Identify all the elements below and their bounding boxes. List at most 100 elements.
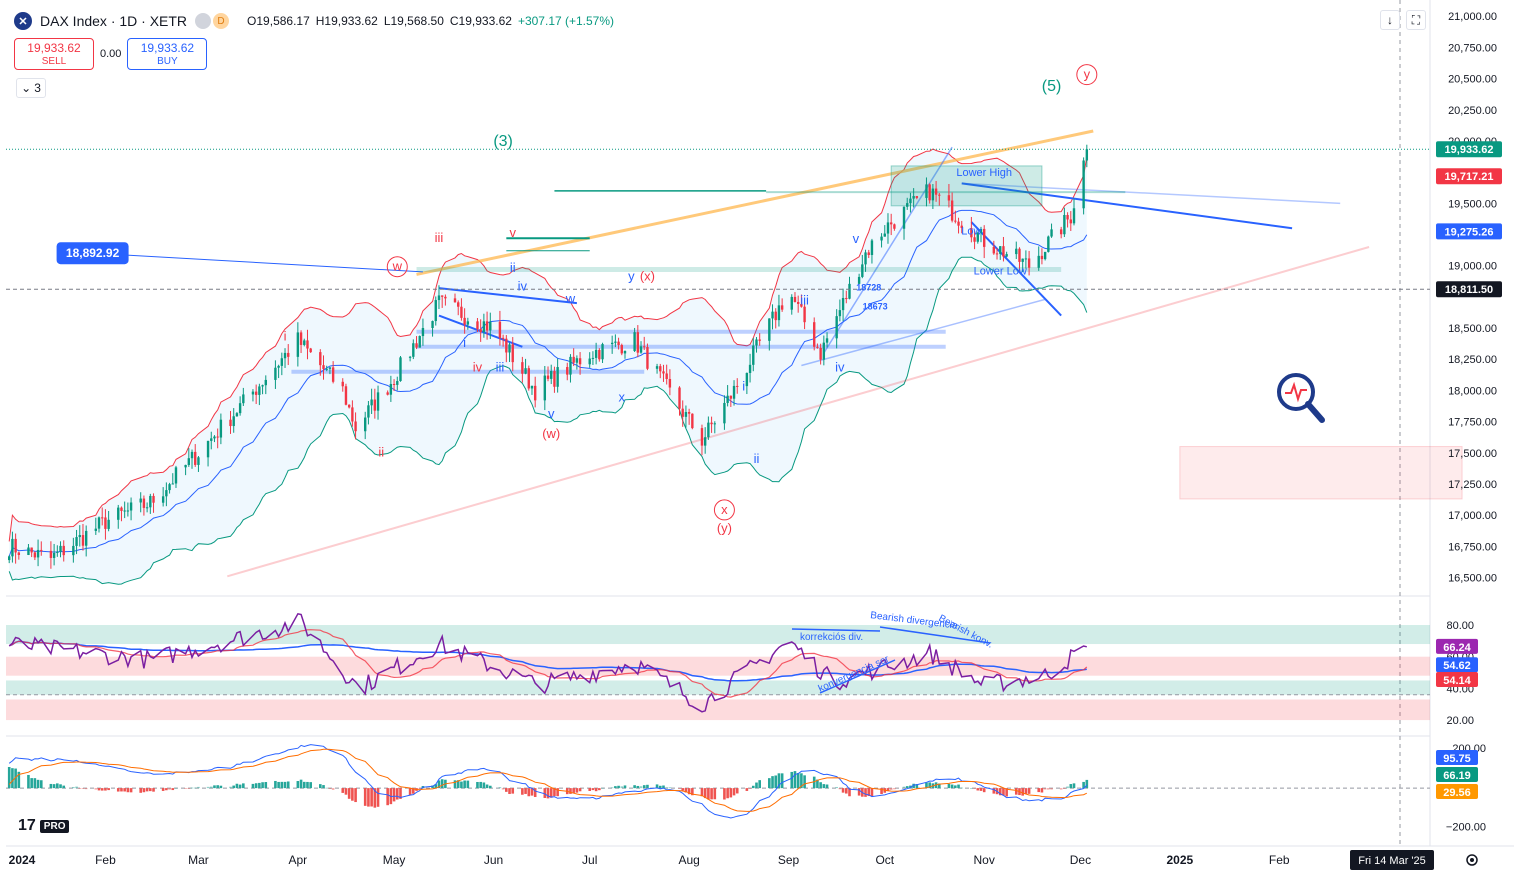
macd-bar (844, 788, 848, 794)
sell-label: SELL (41, 56, 67, 67)
macd-bar (1059, 788, 1063, 790)
candle (636, 325, 640, 358)
candle (364, 411, 367, 440)
candle (139, 492, 142, 513)
rsi-tick-label: 20.00 (1446, 715, 1474, 727)
channel-line-2 (801, 298, 1046, 367)
macd-bar (710, 788, 713, 800)
macd-bar (187, 788, 191, 789)
candle (758, 333, 761, 346)
macd-bar (835, 786, 838, 789)
candle (979, 226, 983, 243)
candle (700, 424, 704, 456)
macd-bar (578, 788, 582, 792)
candle (845, 290, 848, 304)
macd-bar (30, 778, 33, 789)
callout-text: 18,892.92 (66, 246, 120, 260)
status-badges[interactable]: D (195, 13, 230, 29)
macd-bar (341, 788, 345, 793)
sell-button[interactable]: 19,933.62 SELL (14, 38, 94, 70)
candle (819, 343, 822, 365)
candle (120, 506, 123, 522)
candle (485, 311, 489, 340)
candle (287, 344, 290, 366)
fullscreen-icon[interactable]: ⛶ (1406, 10, 1426, 30)
macd-bar (614, 786, 617, 789)
candle (1059, 226, 1063, 239)
y-tick-label: 20,750.00 (1448, 42, 1497, 54)
x-tick-label: Jul (582, 853, 597, 867)
macd-bar (325, 787, 329, 789)
market-status-badge (195, 13, 212, 29)
candle (274, 360, 277, 389)
y-tick-label: 19,500.00 (1448, 198, 1497, 210)
wave-label: iv (835, 360, 845, 375)
buy-button[interactable]: 19,933.62 BUY (127, 38, 208, 70)
wave-label: i (742, 378, 745, 393)
candle (594, 342, 598, 365)
symbol-title[interactable]: DAX Index · 1D · XETR (40, 13, 188, 29)
buy-label: BUY (157, 56, 178, 67)
callout-box (56, 242, 129, 265)
candle (524, 358, 527, 375)
candle (1015, 241, 1018, 259)
macd-bar (274, 780, 277, 789)
candle (950, 192, 954, 223)
macd-bar (11, 768, 14, 789)
y-tick-label: 20,250.00 (1448, 105, 1497, 117)
candle (553, 366, 556, 393)
wave-label: ii (754, 451, 760, 466)
candle (906, 197, 909, 210)
macd-bar (970, 788, 973, 789)
candle (999, 246, 1002, 260)
macd-bar (168, 788, 171, 790)
candle (838, 299, 842, 322)
candle (748, 353, 752, 383)
candle (662, 364, 665, 382)
candle (1027, 250, 1031, 276)
macd-bar (915, 784, 919, 789)
candle (575, 355, 579, 370)
macd-signal-line (8, 748, 1088, 812)
candle (841, 288, 845, 322)
candle (530, 385, 534, 395)
wave-label: ii (510, 260, 516, 275)
macd-bar (957, 784, 960, 789)
indicators-toggle[interactable]: ⌄ 3 (16, 78, 46, 98)
macd-bar (453, 780, 457, 789)
candle (710, 416, 713, 433)
candle (238, 396, 242, 416)
x-circle-icon[interactable]: ✕ (14, 12, 32, 30)
rsi-line (8, 612, 1087, 713)
macd-bar (642, 785, 646, 789)
macd-bar (1005, 788, 1008, 797)
candle (78, 525, 81, 547)
candle (790, 294, 793, 315)
macd-bar (668, 787, 672, 789)
candle (1040, 248, 1044, 265)
candle (341, 378, 344, 392)
callout-line (92, 252, 423, 273)
macd-bar (549, 788, 553, 798)
wave-label: x (619, 390, 626, 405)
candle (27, 543, 30, 556)
macd-bar (800, 773, 803, 789)
wave-circle (1076, 64, 1098, 86)
macd-bar (1037, 788, 1041, 793)
candle (902, 206, 906, 240)
candle (816, 343, 819, 349)
rsi-signal-fast (8, 629, 1088, 698)
candle (453, 293, 457, 303)
candle (431, 320, 434, 337)
candle (915, 195, 919, 200)
candle (617, 337, 620, 350)
rsi-band-bottom (6, 699, 1430, 721)
candle (501, 334, 505, 347)
candle (745, 372, 749, 395)
candle (925, 177, 928, 207)
macd-bar (1066, 786, 1069, 789)
download-icon[interactable]: ↓ (1380, 10, 1400, 30)
chart-toolbar: ↓ ⛶ (1380, 10, 1426, 30)
candle (533, 376, 537, 408)
